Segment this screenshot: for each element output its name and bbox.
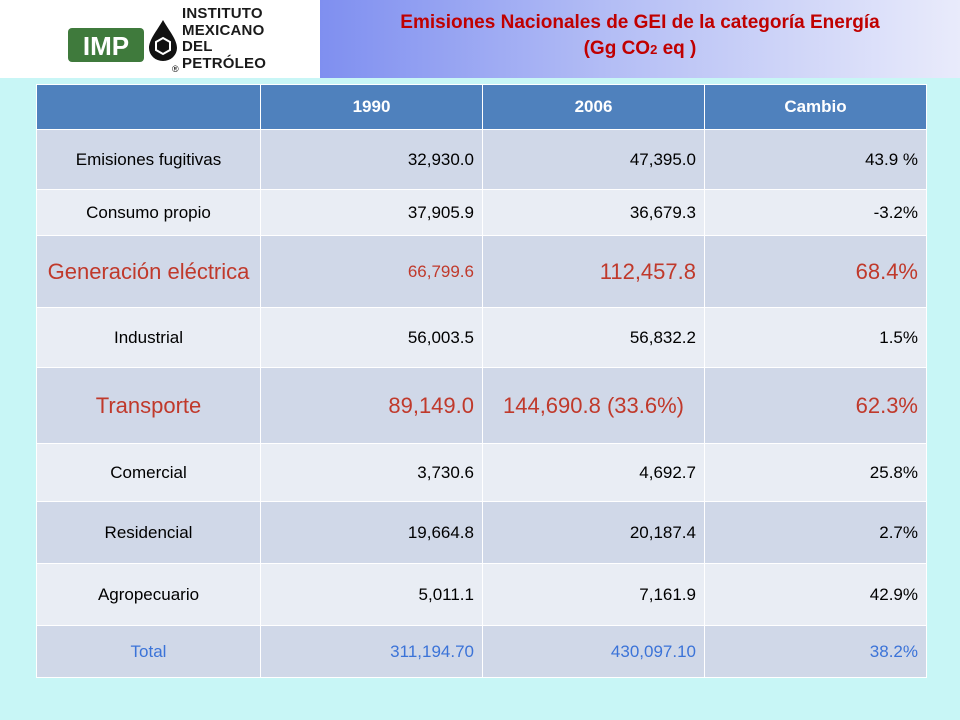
imp-logo-name: INSTITUTO MEXICANO DEL PETRÓLEO: [182, 5, 267, 72]
value-cambio: 62.3%: [704, 367, 927, 444]
row-label: Emisiones fugitivas: [36, 129, 261, 190]
table-row: Comercial 3,730.6 4,692.7 25.8%: [36, 443, 927, 502]
logo-line: MEXICANO: [182, 21, 265, 39]
table-row: Consumo propio 37,905.9 36,679.3 -3.2%: [36, 189, 927, 236]
imp-logo-letters: IMP: [83, 31, 129, 61]
value-1990: 56,003.5: [260, 307, 483, 368]
header-2006: 2006: [482, 84, 705, 130]
value-1990: 66,799.6: [260, 235, 483, 308]
emissions-table-container: 1990 2006 Cambio Emisiones fugitivas 32,…: [36, 84, 927, 678]
value-2006: 47,395.0: [482, 129, 705, 190]
value-2006: 144,690.8 (33.6%): [482, 367, 705, 444]
title-unit: (Gg CO: [583, 38, 651, 59]
header-cambio: Cambio: [704, 84, 927, 130]
value-cambio: -3.2%: [704, 189, 927, 236]
logo-line: DEL: [182, 38, 213, 55]
value-2006: 36,679.3: [482, 189, 705, 236]
value-2006: 7,161.9: [482, 563, 705, 626]
logo-line: INSTITUTO: [182, 5, 263, 22]
title-band: Emisiones Nacionales de GEI de la catego…: [320, 0, 960, 78]
table-row: Agropecuario 5,011.1 7,161.9 42.9%: [36, 563, 927, 626]
imp-logo-mark: IMP: [68, 28, 144, 62]
value-1990: 89,149.0: [260, 367, 483, 444]
value-cambio: 42.9%: [704, 563, 927, 626]
value-cambio: 43.9 %: [704, 129, 927, 190]
value-cambio: 38.2%: [704, 625, 927, 678]
table-row: Generación eléctrica 66,799.6 112,457.8 …: [36, 235, 927, 308]
table-row: Industrial 56,003.5 56,832.2 1.5%: [36, 307, 927, 368]
row-label: Total: [36, 625, 261, 678]
title-unit-end: eq ): [657, 38, 697, 59]
row-label: Agropecuario: [36, 563, 261, 626]
page-title: Emisiones Nacionales de GEI de la catego…: [320, 10, 960, 63]
registered-mark: ®: [172, 64, 179, 74]
header-1990: 1990: [260, 84, 483, 130]
oil-drop-icon: [149, 20, 177, 61]
row-label: Generación eléctrica: [36, 235, 261, 308]
imp-logo: IMP INSTITUTO MEXICANO DEL PETRÓLEO ®: [68, 2, 268, 76]
value-2006: 4,692.7: [482, 443, 705, 502]
value-1990: 311,194.70: [260, 625, 483, 678]
value-cambio: 25.8%: [704, 443, 927, 502]
header-empty: [36, 84, 261, 130]
table-header-row: 1990 2006 Cambio: [36, 84, 927, 130]
header: IMP INSTITUTO MEXICANO DEL PETRÓLEO ® Em…: [0, 0, 960, 78]
value-cambio: 1.5%: [704, 307, 927, 368]
row-label: Comercial: [36, 443, 261, 502]
emissions-table: 1990 2006 Cambio Emisiones fugitivas 32,…: [36, 84, 927, 678]
logo-line: PETRÓLEO: [182, 54, 267, 72]
table-row: Emisiones fugitivas 32,930.0 47,395.0 43…: [36, 129, 927, 190]
value-1990: 19,664.8: [260, 501, 483, 564]
row-label: Consumo propio: [36, 189, 261, 236]
title-line-2: (Gg CO2 eq ): [320, 36, 960, 63]
table-row: Transporte 89,149.0 144,690.8 (33.6%) 62…: [36, 367, 927, 444]
value-cambio: 2.7%: [704, 501, 927, 564]
table-row: Residencial 19,664.8 20,187.4 2.7%: [36, 501, 927, 564]
table-row-total: Total 311,194.70 430,097.10 38.2%: [36, 625, 927, 678]
value-2006: 112,457.8: [482, 235, 705, 308]
row-label: Industrial: [36, 307, 261, 368]
row-label: Residencial: [36, 501, 261, 564]
value-1990: 37,905.9: [260, 189, 483, 236]
value-2006: 430,097.10: [482, 625, 705, 678]
title-subscript: 2: [650, 42, 658, 57]
value-1990: 32,930.0: [260, 129, 483, 190]
value-2006: 20,187.4: [482, 501, 705, 564]
value-1990: 5,011.1: [260, 563, 483, 626]
value-1990: 3,730.6: [260, 443, 483, 502]
value-cambio: 68.4%: [704, 235, 927, 308]
value-2006: 56,832.2: [482, 307, 705, 368]
title-line-1: Emisiones Nacionales de GEI de la catego…: [400, 12, 880, 33]
row-label: Transporte: [36, 367, 261, 444]
